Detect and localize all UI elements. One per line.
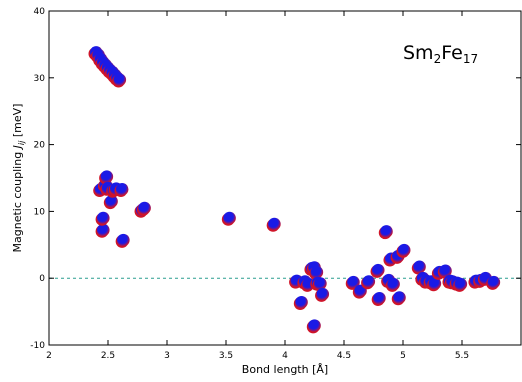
- data-point: [96, 223, 110, 237]
- data-points: [88, 46, 501, 334]
- x-tick-label: 3.5: [219, 351, 233, 361]
- x-tick-label: 5: [400, 351, 406, 361]
- y-axis-label-symbol: J: [11, 145, 24, 150]
- x-tick-label: 4: [282, 351, 288, 361]
- y-axis-label-prefix: Magnetic coupling: [11, 148, 24, 252]
- y-tick-label: 0: [39, 274, 45, 284]
- annotation-sub-1: 2: [434, 52, 442, 66]
- y-axis-label-subscript: ij: [17, 140, 26, 145]
- x-tick-label: 2: [46, 351, 52, 361]
- data-point: [487, 275, 501, 289]
- y-tick-label: 10: [34, 207, 46, 217]
- data-point: [105, 195, 118, 208]
- y-tick-label: -10: [30, 341, 45, 351]
- x-tick-label: 4.5: [337, 351, 351, 361]
- data-point: [362, 275, 376, 288]
- y-axis-label-suffix: [meV]: [11, 104, 24, 141]
- y-tick-label: 30: [34, 74, 46, 84]
- data-point: [113, 73, 127, 87]
- data-point: [314, 277, 327, 290]
- data-point: [223, 211, 236, 225]
- annotation-base-2: Fe: [441, 42, 463, 64]
- annotation-base-1: Sm: [403, 42, 434, 64]
- data-point: [138, 201, 151, 215]
- y-tick-label: 40: [34, 7, 46, 17]
- data-point: [373, 291, 386, 305]
- data-point: [428, 277, 442, 290]
- data-point: [117, 233, 130, 247]
- data-point: [268, 217, 281, 231]
- data-point: [96, 211, 110, 225]
- data-point: [397, 243, 411, 257]
- data-point: [100, 170, 114, 183]
- annotation-sub-2: 17: [463, 52, 478, 66]
- x-axis-ticks: 2 2.5 3 3.5 4 4.5 5 5.5: [46, 11, 469, 361]
- data-point: [308, 319, 321, 332]
- data-point: [454, 277, 468, 291]
- x-tick-label: 2.5: [101, 351, 115, 361]
- data-point: [387, 277, 400, 291]
- data-point: [347, 275, 360, 289]
- chart-annotation: Sm2Fe17: [403, 42, 478, 66]
- data-point: [439, 264, 452, 278]
- plot-area: [49, 11, 521, 345]
- data-point: [310, 265, 324, 279]
- x-tick-label: 5.5: [455, 351, 469, 361]
- data-point: [371, 263, 385, 277]
- data-point: [115, 183, 129, 196]
- x-axis-label: Bond length [Å]: [242, 363, 328, 376]
- y-tick-label: 20: [34, 141, 46, 151]
- data-point: [295, 295, 308, 309]
- y-axis-label: Magnetic coupling Jij [meV]: [11, 104, 26, 253]
- data-point: [316, 287, 330, 301]
- data-point: [380, 225, 393, 238]
- data-point: [393, 291, 406, 304]
- y-axis-ticks: -10 0 10 20 30 40: [30, 7, 521, 351]
- data-point: [413, 260, 426, 274]
- x-tick-label: 3: [164, 351, 170, 361]
